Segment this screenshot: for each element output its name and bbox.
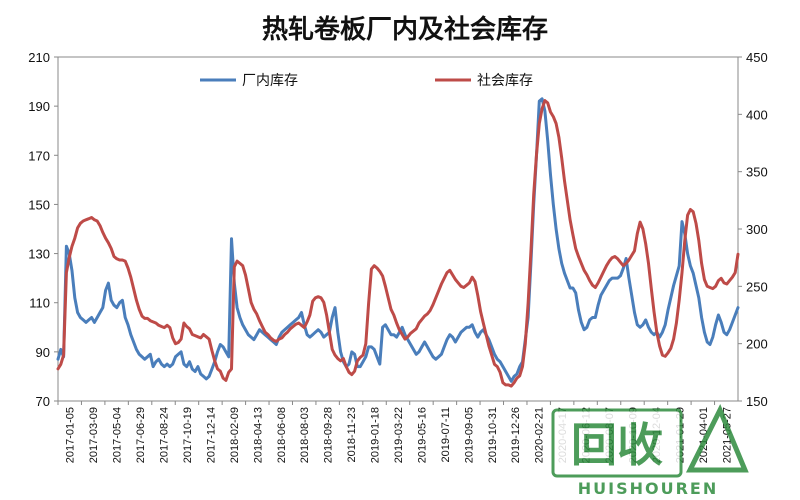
series-line-social-inventory (56, 99, 740, 388)
left-tick-label: 150 (28, 197, 50, 212)
left-tick-label: 190 (28, 99, 50, 114)
x-tick-label: 2017-10-19 (182, 407, 194, 463)
x-tick-label: 2018-02-09 (229, 407, 241, 463)
right-tick-label: 150 (746, 394, 768, 409)
left-tick-label: 110 (29, 296, 50, 311)
x-tick-label: 2017-12-14 (205, 407, 217, 463)
x-tick-label: 2017-06-29 (135, 407, 147, 463)
x-tick-label: 2018-08-03 (299, 407, 311, 463)
left-tick-label: 90 (36, 345, 50, 360)
right-tick-label: 200 (746, 337, 768, 352)
right-tick-label: 300 (746, 222, 768, 237)
x-tick-label: 2020-02-21 (534, 407, 546, 463)
watermark-sub-text: HUISHOUREN (578, 479, 718, 498)
x-tick-label: 2018-04-13 (252, 407, 264, 463)
x-tick-label: 2019-09-05 (463, 407, 475, 463)
watermark-logo-box (551, 408, 683, 478)
legend-label-factory: 厂内库存 (242, 73, 298, 89)
right-tick-label: 450 (746, 50, 768, 65)
watermark-main-text: 回收 (571, 418, 663, 472)
x-tick-label: 2017-03-09 (88, 407, 100, 463)
x-tick-label: 2017-01-05 (65, 407, 77, 463)
left-tick-label: 170 (28, 148, 50, 163)
right-tick-label: 350 (746, 165, 768, 180)
x-tick-label: 2018-09-28 (323, 407, 335, 463)
left-tick-label: 70 (36, 394, 50, 409)
legend: 厂内库存 社会库存 (200, 73, 533, 89)
x-tick-label: 2019-07-11 (440, 407, 452, 462)
watermark-logo: 回收 HUISHOUREN (551, 403, 749, 498)
left-tick-label: 210 (28, 50, 50, 65)
x-tick-label: 2019-01-18 (370, 407, 382, 463)
x-tick-label: 2017-08-24 (159, 407, 171, 463)
left-tick-label: 130 (28, 247, 50, 262)
right-tick-label: 250 (746, 279, 768, 294)
left-y-axis: 70 90 110 130 150 170 190 210 (28, 50, 58, 409)
x-tick-label: 2018-06-08 (276, 407, 288, 463)
chart-title: 热轧卷板厂内及社会库存 (262, 14, 548, 45)
x-tick-label: 2019-03-22 (393, 407, 405, 463)
x-tick-label: 2019-05-16 (416, 407, 428, 463)
x-tick-label: 2019-12-26 (510, 407, 522, 463)
x-tick-label: 2017-05-04 (112, 407, 124, 463)
watermark-arrow-icon (685, 403, 749, 473)
x-tick-label: 2019-10-31 (487, 407, 499, 463)
right-y-axis: 150 200 250 300 350 400 450 (738, 50, 768, 409)
series-layer (56, 97, 740, 388)
right-tick-label: 400 (746, 107, 768, 122)
legend-label-social: 社会库存 (477, 73, 533, 89)
x-tick-label: 2018-11-23 (346, 407, 358, 462)
